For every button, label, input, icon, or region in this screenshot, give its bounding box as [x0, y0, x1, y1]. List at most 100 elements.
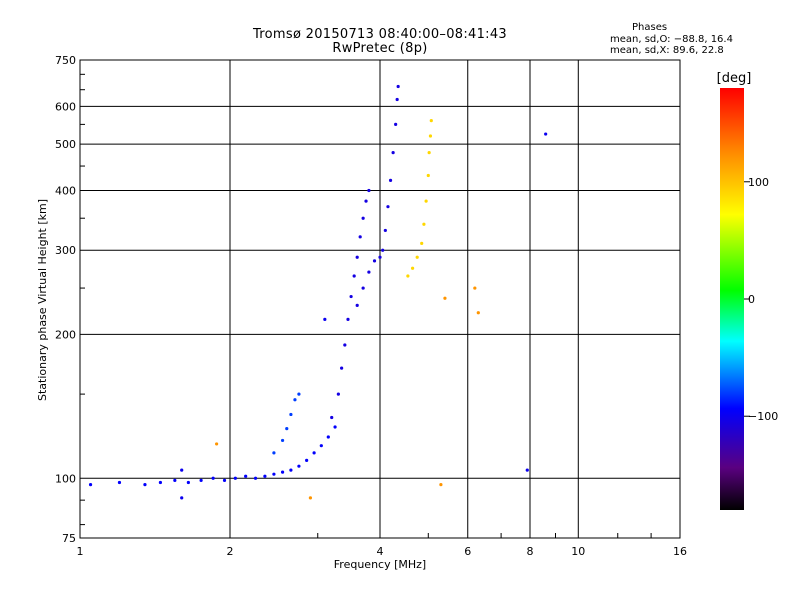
data-point: [427, 151, 431, 155]
y-tick-label: 600: [55, 100, 76, 113]
data-point: [305, 458, 309, 462]
data-point: [117, 480, 122, 485]
chart-title: Tromsø 20150713 08:40:00–08:41:43: [252, 27, 508, 42]
data-point: [233, 476, 237, 480]
data-point: [358, 235, 362, 239]
data-point: [355, 303, 359, 307]
x-tick-label: 8: [527, 545, 534, 558]
scatter-points: [88, 84, 548, 500]
y-tick-label: 100: [55, 472, 76, 485]
x-tick-label: 2: [227, 545, 234, 558]
y-axis-label: Stationary phase Virtual Height [km]: [36, 199, 49, 401]
data-point: [180, 496, 184, 500]
data-point: [422, 222, 426, 226]
legend-line-x: mean, sd,X: 89.6, 22.8: [610, 45, 724, 56]
y-axis-ticks: 75 100 200 300 400 500 600 750: [55, 54, 85, 545]
data-point: [215, 442, 219, 446]
y-tick-label: 750: [55, 54, 76, 67]
data-point: [312, 451, 316, 455]
data-point: [391, 151, 395, 155]
data-point: [199, 478, 203, 482]
plot-frame: [79, 59, 681, 539]
data-point: [443, 296, 447, 300]
data-point: [158, 480, 163, 485]
colorbar-tick-label: −100: [748, 410, 778, 423]
data-point: [346, 317, 350, 321]
data-point: [439, 483, 443, 487]
data-point: [326, 435, 330, 439]
series-x-mode-f-trace: [406, 119, 433, 278]
data-point: [352, 274, 356, 278]
data-point: [289, 468, 293, 472]
y-tick-label: 500: [55, 138, 76, 151]
data-point: [280, 470, 285, 474]
data-point: [355, 255, 359, 259]
x-axis-label: Frequency [MHz]: [334, 558, 426, 571]
data-point: [367, 270, 371, 274]
colorbar: [720, 88, 744, 510]
data-point: [297, 392, 301, 396]
data-point: [211, 476, 215, 480]
data-point: [364, 199, 368, 203]
data-point: [173, 478, 177, 482]
data-point: [476, 311, 480, 315]
colorbar-tick-label: 0: [748, 293, 755, 306]
data-point: [180, 468, 184, 472]
series-scattered-echoes: [180, 132, 548, 500]
series-low-e-region-trace: [88, 425, 337, 487]
data-point: [253, 476, 258, 480]
x-tick-label: 6: [464, 545, 471, 558]
data-point: [388, 178, 393, 182]
data-point: [525, 468, 529, 472]
data-point: [319, 444, 323, 448]
grid-lines: [80, 60, 680, 538]
data-point: [361, 216, 365, 220]
data-point: [330, 415, 334, 420]
legend-title: Phases: [632, 22, 668, 33]
data-point: [544, 132, 548, 136]
data-point: [280, 438, 285, 443]
data-point: [428, 134, 433, 138]
data-point: [406, 274, 410, 278]
data-point: [349, 294, 353, 299]
data-point: [336, 392, 340, 396]
data-point: [420, 241, 424, 246]
data-point: [222, 478, 227, 482]
data-point: [272, 472, 276, 476]
data-point: [263, 474, 267, 478]
chart-subtitle: RwPretec (8p): [332, 41, 428, 56]
data-point: [367, 188, 371, 193]
y-tick-label: 400: [55, 184, 76, 197]
data-point: [186, 480, 190, 485]
data-point: [143, 483, 147, 487]
data-point: [289, 412, 293, 417]
data-point: [244, 474, 248, 478]
data-point: [383, 228, 387, 233]
data-point: [285, 427, 289, 431]
data-point: [88, 483, 93, 487]
data-point: [340, 366, 344, 370]
data-point: [426, 173, 430, 178]
y-tick-label: 75: [62, 532, 76, 545]
y-tick-label: 200: [55, 328, 76, 341]
series-o-mode-f-trace: [330, 84, 400, 420]
data-point: [396, 84, 400, 89]
data-point: [395, 97, 399, 102]
legend-line-o: mean, sd,O: −88.8, 16.4: [610, 34, 733, 45]
data-point: [297, 464, 301, 468]
x-tick-label: 4: [377, 545, 384, 558]
data-point: [381, 248, 385, 252]
y-tick-label: 300: [55, 244, 76, 257]
data-point: [415, 255, 419, 259]
x-tick-label: 16: [673, 545, 687, 558]
data-point: [343, 343, 347, 347]
colorbar-label: [deg]: [717, 71, 752, 86]
data-point: [323, 317, 327, 321]
colorbar-ticks: 100 0 −100: [744, 176, 778, 423]
x-tick-label: 10: [571, 545, 585, 558]
data-point: [410, 266, 415, 270]
data-point: [473, 286, 477, 290]
data-point: [378, 255, 382, 259]
data-point: [308, 496, 313, 500]
